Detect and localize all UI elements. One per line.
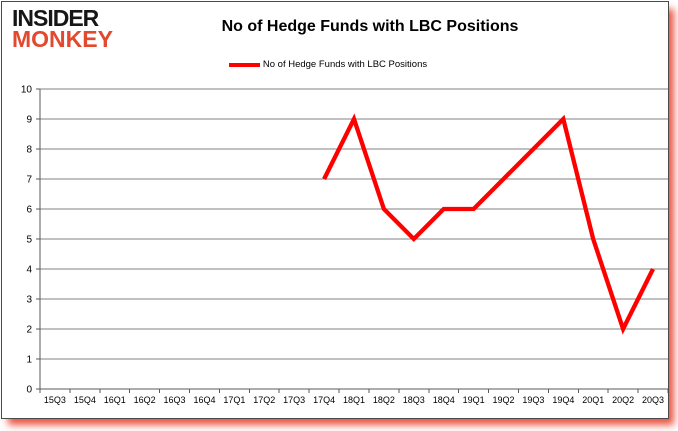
x-axis-label: 18Q1 [343,395,365,405]
series-line [322,113,655,335]
chart-box: INSIDER MONKEY No of Hedge Funds with LB… [1,1,669,419]
x-axis-label: 20Q3 [642,395,664,405]
x-axis-label: 16Q2 [134,395,156,405]
x-axis-label: 17Q2 [253,395,275,405]
legend-line-marker [228,62,260,67]
y-axis-label: 10 [21,85,33,96]
y-axis-label: 6 [26,205,32,216]
y-axis-label: 4 [26,265,32,276]
chart-title: No of Hedge Funds with LBC Positions [221,18,519,35]
y-axis-label: 7 [26,175,32,186]
y-axis-label: 9 [26,115,32,126]
x-axis-label: 20Q2 [612,395,634,405]
legend: No of Hedge Funds with LBC Positions [2,59,654,70]
x-axis-label: 19Q2 [493,395,515,405]
x-axis-label: 19Q1 [463,395,485,405]
logo-insider-text: INSIDER [12,5,99,31]
y-axis-label: 0 [26,385,32,396]
x-axis-label: 19Q3 [522,395,544,405]
x-axis-label: 19Q4 [552,395,574,405]
insider-monkey-logo: INSIDER MONKEY [12,5,113,52]
legend-label: No of Hedge Funds with LBC Positions [262,59,428,70]
x-axis-label: 16Q3 [164,395,186,405]
x-axis-label: 16Q1 [104,395,126,405]
y-axis-label: 8 [26,145,32,156]
x-axis-label: 18Q4 [433,395,455,405]
y-axis-label: 5 [26,235,32,246]
x-axis-label: 18Q3 [403,395,425,405]
x-axis-label: 17Q3 [283,395,305,405]
chart-plot: 0 1 2 3 4 5 6 7 8 9 10 15Q3 15Q4 16Q1 16Q2 16Q3 16Q4 17Q1… [21,85,668,405]
x-axis-label: 15Q3 [44,395,66,405]
y-axis-label: 3 [26,295,32,306]
y-axis-label: 1 [26,355,32,366]
x-axis-label: 17Q1 [223,395,245,405]
y-axis-label: 2 [26,325,32,336]
x-axis-label: 16Q4 [193,395,215,405]
x-axis-label: 15Q4 [74,395,96,405]
x-axis-label: 17Q4 [313,395,335,405]
logo-monkey-text: MONKEY [12,25,113,52]
x-axis-label: 18Q2 [373,395,395,405]
x-axis-label: 20Q1 [582,395,604,405]
